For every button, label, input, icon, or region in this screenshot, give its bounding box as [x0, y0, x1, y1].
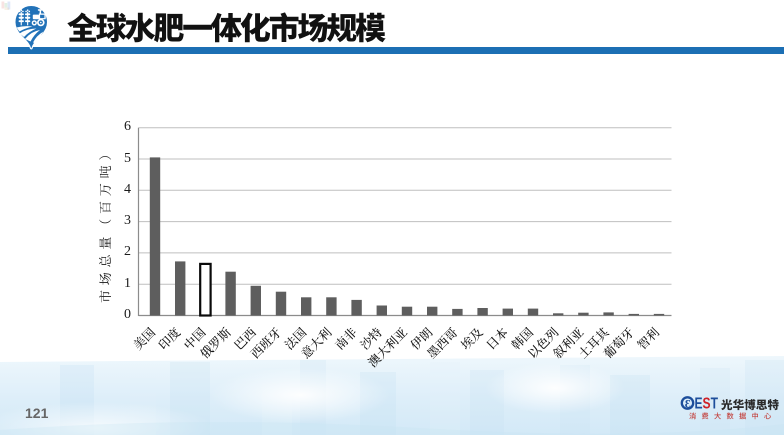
svg-text:3: 3 — [685, 396, 691, 410]
svg-text:EST: EST — [695, 396, 719, 413]
